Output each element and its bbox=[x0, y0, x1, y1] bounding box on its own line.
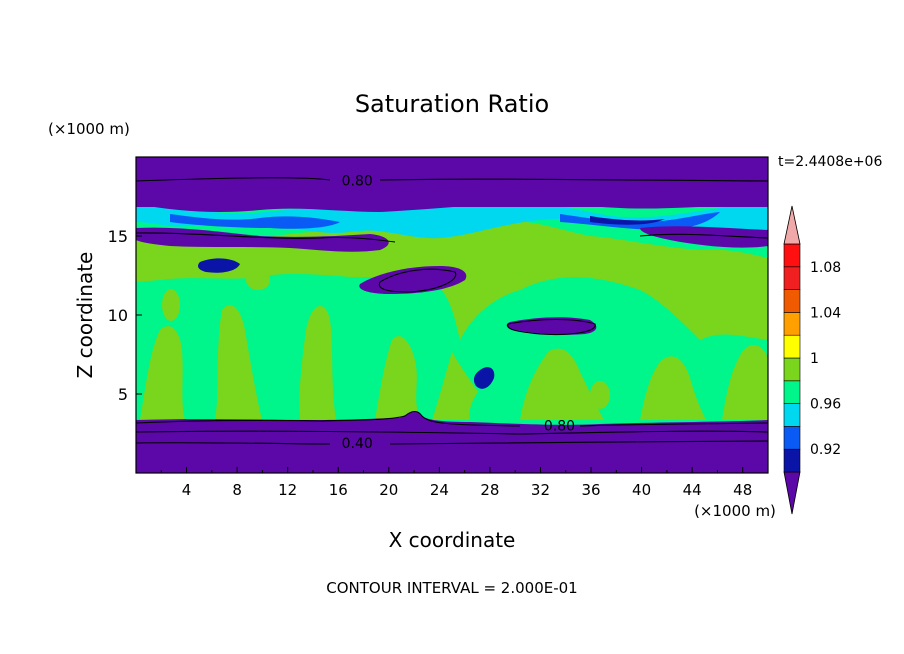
colorbar-segment bbox=[783, 243, 801, 268]
colorbar-label: 1.04 bbox=[810, 305, 841, 321]
dry-layer-bottom bbox=[136, 411, 768, 473]
colorbar-upper-extension bbox=[783, 205, 801, 245]
cloud-column-3 bbox=[299, 306, 336, 420]
contour-line-080-top bbox=[136, 177, 768, 182]
colorbar-segment bbox=[783, 426, 801, 450]
y-tick-label: 15 bbox=[108, 227, 128, 246]
dry-lens-center bbox=[506, 317, 597, 335]
x-tick-label: 8 bbox=[232, 481, 242, 499]
cloud-column-8 bbox=[722, 344, 768, 420]
cloud-column-6 bbox=[520, 348, 604, 420]
cloud-column-4 bbox=[375, 336, 420, 420]
cloud-column-1 bbox=[140, 326, 185, 420]
colorbar-label: 1.08 bbox=[810, 260, 841, 276]
dry-lens-left bbox=[136, 227, 389, 252]
contour-label: 0.80 bbox=[544, 419, 575, 435]
colorbar-segment bbox=[783, 357, 801, 382]
colorbar-segment bbox=[783, 403, 801, 427]
contour-line-upper-1 bbox=[136, 232, 396, 243]
cloud-blob-1 bbox=[162, 289, 180, 321]
x-axis: 4 8 12 16 20 24 28 32 36 40 44 48 bbox=[160, 467, 752, 499]
colorbar-segment bbox=[783, 289, 801, 313]
x-tick-label: 44 bbox=[683, 481, 702, 499]
contour-line-upper-2 bbox=[639, 233, 768, 239]
x-axis-title: X coordinate bbox=[389, 528, 516, 552]
x-tick-label: 40 bbox=[632, 481, 651, 499]
chart-title: Saturation Ratio bbox=[355, 90, 549, 118]
y-axis-title: Z coordinate bbox=[73, 252, 97, 379]
contour-label: 0.40 bbox=[342, 436, 373, 452]
contour-line-040 bbox=[136, 440, 768, 445]
x-tick-label: 4 bbox=[182, 481, 192, 499]
cloud-blob-2 bbox=[246, 270, 270, 290]
subsat-band-dark bbox=[590, 216, 665, 225]
colorbar-label: 1 bbox=[810, 351, 819, 367]
colorbar-segment bbox=[783, 266, 801, 290]
x-tick-label: 32 bbox=[531, 481, 550, 499]
x-unit-label: (×1000 m) bbox=[694, 502, 776, 520]
contour-line-center-lens bbox=[507, 318, 596, 336]
dry-spot-center bbox=[473, 367, 495, 389]
cloud-column-2 bbox=[215, 305, 262, 420]
y-tick-label: 5 bbox=[118, 385, 128, 404]
x-tick-label: 12 bbox=[278, 481, 297, 499]
y-unit-label: (×1000 m) bbox=[48, 120, 130, 138]
dry-lens-right bbox=[640, 226, 768, 248]
cloud-blob-3 bbox=[590, 381, 610, 409]
x-tick-label: 48 bbox=[733, 481, 752, 499]
x-tick-label: 28 bbox=[480, 481, 499, 499]
contour-plot-area: 0.80 0.80 0.40 bbox=[136, 157, 768, 473]
colorbar-label: 0.92 bbox=[810, 442, 841, 458]
contour-line-080-bottom bbox=[136, 410, 768, 427]
y-axis: 5 10 15 bbox=[108, 227, 142, 404]
x-tick-label: 36 bbox=[581, 481, 600, 499]
x-tick-label: 24 bbox=[430, 481, 449, 499]
colorbar-label: 0.96 bbox=[810, 397, 841, 413]
dry-layer-top-edge bbox=[136, 196, 768, 212]
colorbar-segment bbox=[783, 448, 801, 473]
colorbar: 1.08 1.04 1 0.96 0.92 bbox=[783, 205, 841, 515]
cloud-column-5 bbox=[432, 352, 478, 420]
time-label: t=2.4408e+06 bbox=[778, 154, 882, 170]
contour-interval-footer: CONTOUR INTERVAL = 2.000E-01 bbox=[326, 579, 577, 597]
contour-line-mid-lens bbox=[378, 268, 457, 293]
contour-label: 0.80 bbox=[342, 174, 373, 190]
cloud-column-7 bbox=[640, 356, 706, 420]
colorbar-segment bbox=[783, 380, 801, 404]
colorbar-segment bbox=[783, 312, 801, 336]
dry-spot-left bbox=[198, 258, 240, 273]
cloud-blob-4 bbox=[676, 290, 704, 310]
subsat-band-mid-1 bbox=[170, 214, 340, 229]
colorbar-lower-extension bbox=[783, 471, 801, 515]
contour-line-lower-1 bbox=[136, 430, 768, 435]
subsat-band-mid-2 bbox=[560, 212, 720, 230]
subsat-band-light bbox=[136, 199, 768, 239]
colorbar-segment bbox=[783, 334, 801, 359]
y-tick-label: 10 bbox=[108, 306, 128, 325]
x-tick-label: 16 bbox=[329, 481, 348, 499]
x-tick-label: 20 bbox=[379, 481, 398, 499]
